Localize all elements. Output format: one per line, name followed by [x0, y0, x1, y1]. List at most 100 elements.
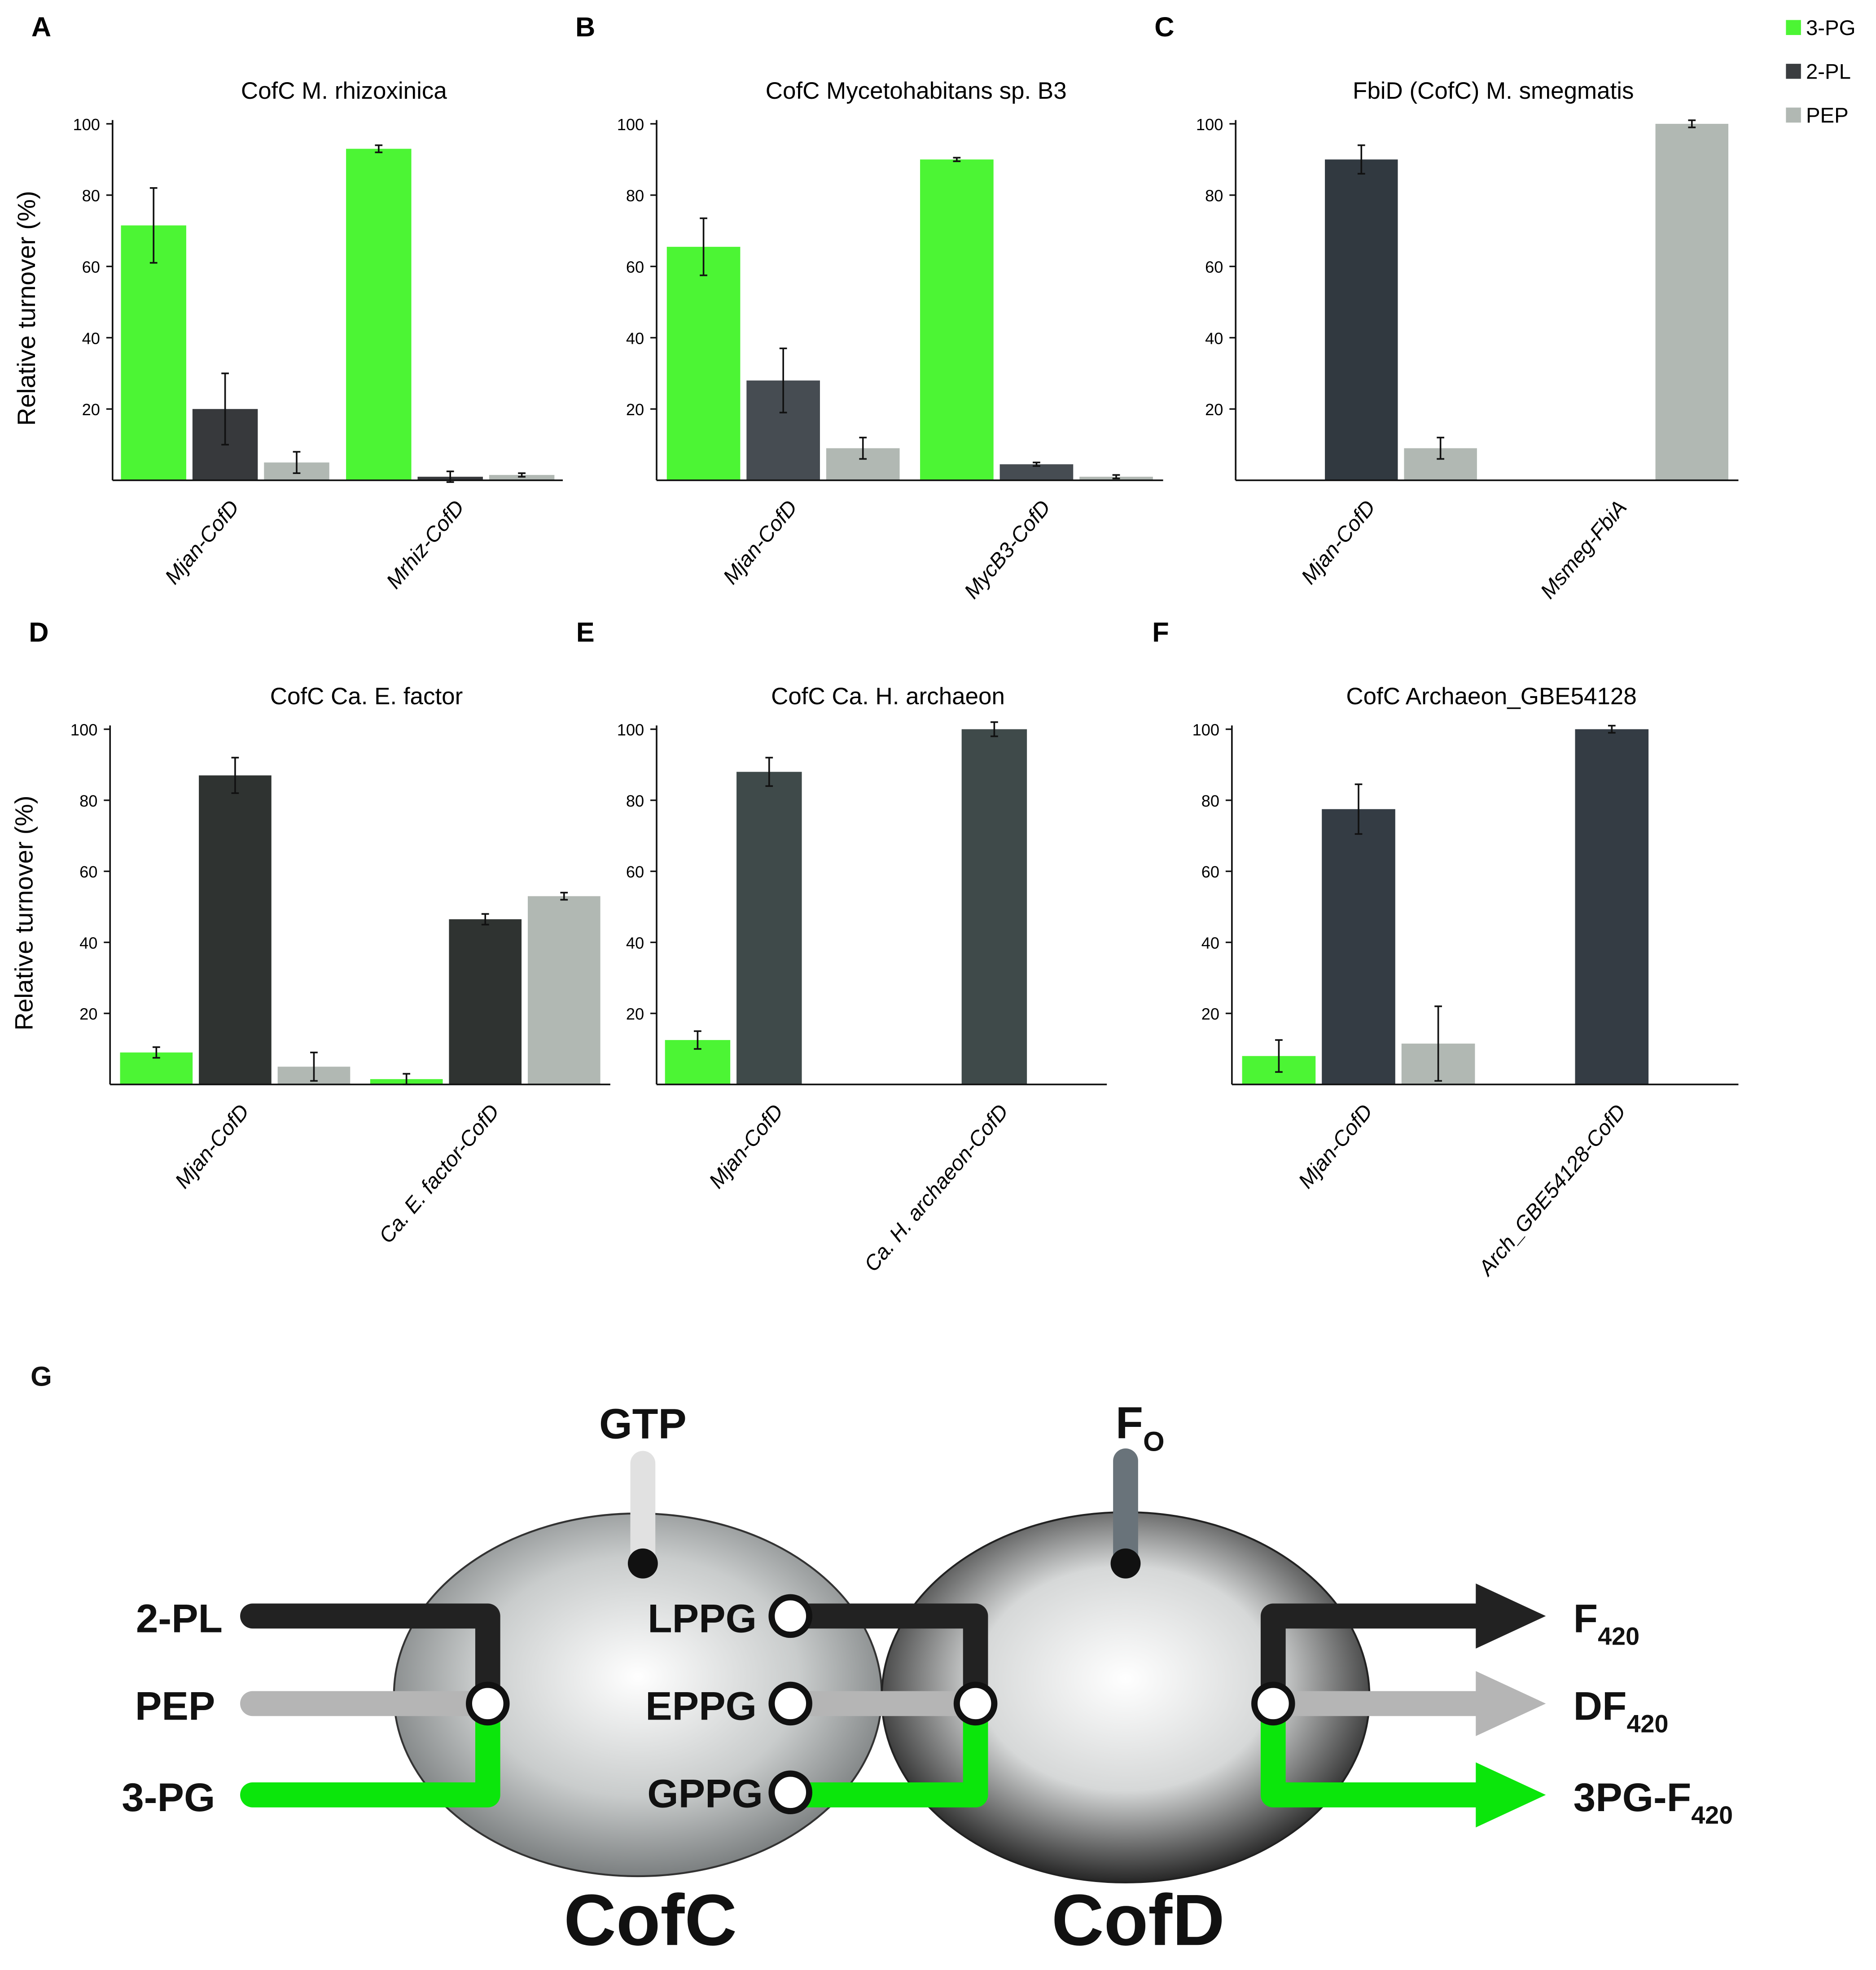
bar — [489, 475, 555, 481]
connector — [240, 1691, 500, 1808]
y-tick-label: 100 — [70, 721, 97, 739]
label-sub: 420 — [1598, 1622, 1639, 1650]
input-label: 3-PG — [122, 1775, 215, 1820]
error-bar — [1033, 461, 1040, 467]
y-tick-label: 80 — [82, 187, 100, 205]
legend-swatch — [1786, 20, 1801, 35]
chart: C FbiD (CofC) M. smegmatis Mjan-CofD Msmeg-… — [1154, 12, 1739, 603]
chart-title: CofC Mycetohabitans sp. B3 — [766, 78, 1067, 104]
legend-swatch — [1786, 64, 1801, 79]
node — [768, 1681, 812, 1726]
y-tick-label: 20 — [79, 1005, 97, 1023]
y-tick-label: 40 — [1201, 934, 1219, 952]
error-bar — [518, 472, 526, 478]
bar — [736, 772, 802, 1085]
output-label: DF420 — [1574, 1684, 1669, 1738]
bar — [527, 896, 600, 1085]
error-bar — [1608, 724, 1616, 734]
y-tick-label: 40 — [626, 934, 644, 952]
x-tick-label: Mrhiz-CofD — [382, 496, 469, 593]
node — [768, 1770, 812, 1815]
y-tick-label: 100 — [73, 115, 100, 134]
enzyme-label: CofC — [564, 1880, 737, 1961]
y-tick-label: 20 — [82, 400, 100, 419]
label-main: DF — [1574, 1684, 1627, 1729]
y-tick-label: 100 — [617, 721, 644, 739]
connector — [1260, 1603, 1495, 1716]
arrow-head — [1476, 1762, 1546, 1828]
y-tick-label: 80 — [1205, 187, 1223, 205]
y-axis-label: Relative turnover (%) — [13, 191, 40, 426]
input-label: 2-PL — [136, 1596, 223, 1641]
y-tick-label: 100 — [617, 115, 644, 134]
diagram: G 2-PL PEP 3-P — [31, 1361, 1733, 1961]
bar — [1325, 159, 1398, 481]
y-tick-label: 80 — [626, 792, 644, 810]
legend-label: 3-PG — [1806, 16, 1856, 40]
intermediate-label: GPPG — [647, 1771, 763, 1816]
error-bar — [991, 721, 998, 737]
label-main: 3PG-F — [1574, 1775, 1692, 1820]
y-tick-label: 60 — [1205, 258, 1223, 276]
y-tick-label: 20 — [626, 1005, 644, 1023]
intermediate-label: LPPG — [648, 1596, 757, 1641]
chart-title: CofC Ca. H. archaeon — [771, 683, 1005, 710]
error-bar — [293, 451, 301, 474]
error-bar — [765, 757, 773, 787]
y-tick-label: 40 — [626, 329, 644, 347]
y-axis-label: Relative turnover (%) — [10, 796, 38, 1031]
chart-title: CofC Ca. E. factor — [270, 683, 463, 710]
connector — [778, 1691, 988, 1808]
legend: 3-PG 2-PL PEP — [1786, 16, 1855, 127]
cofactor-label: FO — [1116, 1398, 1165, 1457]
chart: D CofC Ca. E. factor Relative turnover (%)… — [10, 617, 610, 1248]
error-bar — [481, 913, 489, 926]
y-tick-label: 20 — [1205, 400, 1223, 419]
legend-label: 2-PL — [1806, 60, 1851, 84]
y-tick-label: 60 — [79, 863, 97, 881]
error-bar — [859, 436, 867, 460]
bar — [1322, 809, 1395, 1085]
bar — [449, 919, 522, 1085]
y-tick-label: 60 — [626, 258, 644, 276]
node — [1110, 1548, 1141, 1579]
chart-title: FbiD (CofC) M. smegmatis — [1353, 78, 1634, 104]
input-label: PEP — [135, 1684, 215, 1729]
node — [953, 1681, 998, 1726]
error-bar — [231, 757, 239, 794]
charts: A CofC M. rhizoxinica Relative turnover (%… — [10, 12, 1739, 1281]
error-bar — [1354, 783, 1363, 835]
y-tick-label: 40 — [79, 934, 97, 952]
panel-label: E — [576, 617, 595, 648]
panel-label: D — [29, 617, 48, 648]
chart: B CofC Mycetohabitans sp. B3 Mjan-CofD MycB… — [575, 12, 1163, 603]
node — [1251, 1681, 1295, 1726]
chart-title: CofC M. rhizoxinica — [241, 78, 447, 104]
error-bar — [560, 891, 568, 901]
label-sub: O — [1143, 1426, 1165, 1457]
connector — [1260, 1691, 1495, 1808]
error-bar — [1437, 436, 1445, 460]
pathways — [240, 1448, 1495, 1808]
x-tick-label: Mjan-CofD — [1294, 1100, 1377, 1193]
bar — [999, 464, 1074, 481]
label-sub: 420 — [1691, 1801, 1733, 1829]
panel-label: C — [1154, 12, 1174, 42]
error-bar — [1112, 474, 1120, 479]
nodes — [466, 1594, 1295, 1815]
error-bar — [221, 373, 229, 446]
y-tick-label: 100 — [1192, 721, 1219, 739]
error-bar — [700, 217, 707, 276]
error-bar — [310, 1052, 318, 1082]
panel-label: B — [575, 12, 595, 42]
error-bar — [779, 347, 787, 413]
label-sub: 420 — [1626, 1710, 1668, 1738]
error-bar — [1275, 1039, 1283, 1073]
intermediate-label: EPPG — [645, 1684, 757, 1729]
node — [466, 1681, 510, 1726]
y-tick-label: 80 — [79, 792, 97, 810]
error-bar — [1434, 1005, 1442, 1082]
label-main: F — [1574, 1596, 1598, 1641]
bar — [920, 159, 994, 481]
bar — [1575, 729, 1649, 1085]
